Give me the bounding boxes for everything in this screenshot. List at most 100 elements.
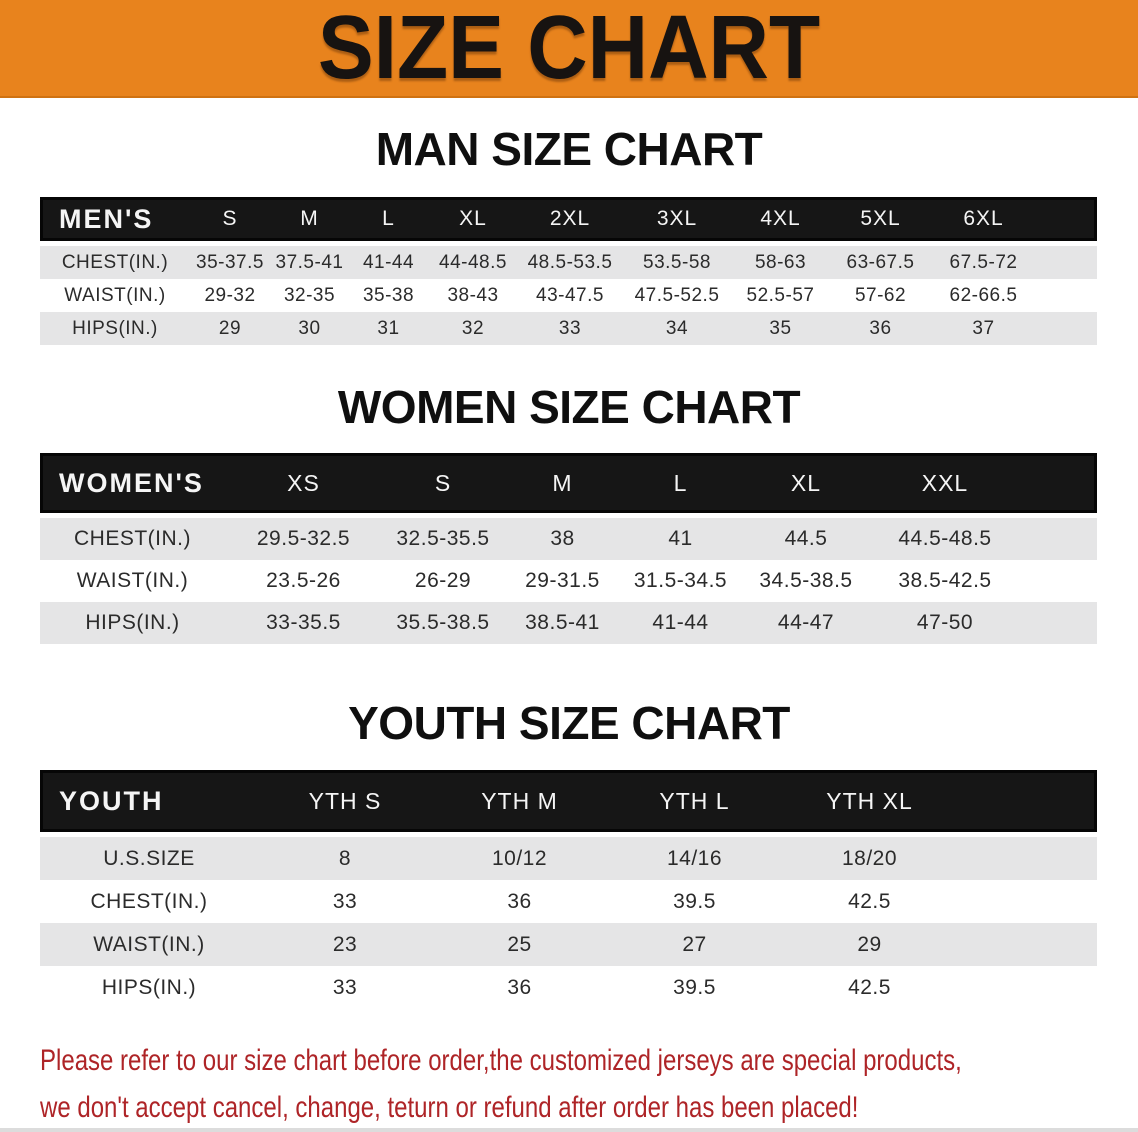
youth-size-col-header: YTH M [432,770,607,832]
size-value-cell: 26-29 [382,560,504,602]
women-size-col-header: XS [225,453,382,513]
size-value-cell: 38.5-41 [504,602,621,644]
women-hips-row: HIPS(IN.) 33-35.5 35.5-38.5 38.5-41 41-4… [40,602,1097,644]
size-value-cell: 36 [432,966,607,1009]
women-size-col-header: L [621,453,740,513]
size-value-cell: 35.5-38.5 [382,602,504,644]
size-value-cell: 36 [829,312,932,345]
size-value-cell: 38 [504,518,621,560]
men-size-col-header: 6XL [932,197,1035,241]
size-value-cell: 32-35 [270,279,349,312]
header-spacer [957,770,1097,832]
size-value-cell: 44-47 [740,602,872,644]
note-line-2: we don't accept cancel, change, teturn o… [40,1091,859,1124]
size-value-cell: 48.5-53.5 [518,246,622,279]
youth-size-col-header: YTH XL [782,770,957,832]
size-value-cell: 30 [270,312,349,345]
size-value-cell: 32 [428,312,518,345]
size-value-cell: 53.5-58 [622,246,732,279]
size-chart-banner: SIZE CHART [0,0,1138,98]
men-header-row: MEN'S S M L XL 2XL 3XL 4XL 5XL 6XL [40,197,1097,241]
size-value-cell: 29-31.5 [504,560,621,602]
size-value-cell: 42.5 [782,966,957,1009]
row-label: WAIST(IN.) [40,560,225,602]
row-spacer [1035,246,1097,279]
youth-ussize-row: U.S.SIZE 8 10/12 14/16 18/20 [40,837,1097,880]
women-section-heading: WOMEN SIZE CHART [337,381,801,433]
size-value-cell: 67.5-72 [932,246,1035,279]
size-value-cell: 39.5 [607,966,782,1009]
size-value-cell: 34 [622,312,732,345]
row-spacer [957,923,1097,966]
size-value-cell: 25 [432,923,607,966]
men-size-col-header: 5XL [829,197,932,241]
women-size-col-header: M [504,453,621,513]
size-value-cell: 33 [518,312,622,345]
size-value-cell: 38.5-42.5 [872,560,1018,602]
size-value-cell: 47.5-52.5 [622,279,732,312]
size-value-cell: 29 [190,312,270,345]
women-group-label: WOMEN'S [40,453,225,513]
size-value-cell: 37 [932,312,1035,345]
size-value-cell: 34.5-38.5 [740,560,872,602]
row-spacer [957,966,1097,1009]
size-value-cell: 23.5-26 [225,560,382,602]
youth-chest-row: CHEST(IN.) 33 36 39.5 42.5 [40,880,1097,923]
size-value-cell: 43-47.5 [518,279,622,312]
note-line-1: Please refer to our size chart before or… [40,1044,962,1077]
man-section-heading: MAN SIZE CHART [375,123,763,175]
men-size-col-header: M [270,197,349,241]
men-chest-row: CHEST(IN.) 35-37.5 37.5-41 41-44 44-48.5… [40,246,1097,279]
row-label: CHEST(IN.) [40,246,190,279]
order-policy-note: Please refer to our size chart before or… [40,1037,1138,1131]
size-value-cell: 35-38 [349,279,428,312]
size-value-cell: 41-44 [349,246,428,279]
women-size-table: WOMEN'S XS S M L XL XXL CHEST(IN.) 29.5-… [40,453,1097,644]
men-size-col-header: 4XL [732,197,829,241]
size-value-cell: 38-43 [428,279,518,312]
size-value-cell: 10/12 [432,837,607,880]
row-label: WAIST(IN.) [40,923,258,966]
men-size-col-header: 3XL [622,197,732,241]
men-size-col-header: S [190,197,270,241]
banner-title: SIZE CHART [317,0,821,98]
women-size-col-header: XXL [872,453,1018,513]
row-spacer [957,880,1097,923]
row-label: CHEST(IN.) [40,880,258,923]
size-value-cell: 39.5 [607,880,782,923]
size-value-cell: 47-50 [872,602,1018,644]
header-gap [40,241,1097,246]
size-value-cell: 36 [432,880,607,923]
size-value-cell: 14/16 [607,837,782,880]
row-label: HIPS(IN.) [40,966,258,1009]
size-value-cell: 44.5 [740,518,872,560]
men-size-col-header: XL [428,197,518,241]
youth-hips-row: HIPS(IN.) 33 36 39.5 42.5 [40,966,1097,1009]
size-value-cell: 33 [258,966,432,1009]
size-value-cell: 32.5-35.5 [382,518,504,560]
size-value-cell: 8 [258,837,432,880]
size-value-cell: 44.5-48.5 [872,518,1018,560]
size-value-cell: 23 [258,923,432,966]
size-value-cell: 41-44 [621,602,740,644]
size-value-cell: 33-35.5 [225,602,382,644]
row-label: WAIST(IN.) [40,279,190,312]
row-label: HIPS(IN.) [40,312,190,345]
size-value-cell: 42.5 [782,880,957,923]
row-spacer [1018,518,1097,560]
size-value-cell: 29 [782,923,957,966]
women-waist-row: WAIST(IN.) 23.5-26 26-29 29-31.5 31.5-34… [40,560,1097,602]
row-label: HIPS(IN.) [40,602,225,644]
row-spacer [1035,312,1097,345]
size-value-cell: 18/20 [782,837,957,880]
header-gap [40,832,1097,837]
row-spacer [957,837,1097,880]
youth-size-col-header: YTH L [607,770,782,832]
youth-waist-row: WAIST(IN.) 23 25 27 29 [40,923,1097,966]
size-value-cell: 52.5-57 [732,279,829,312]
row-spacer [1018,560,1097,602]
youth-section-heading: YOUTH SIZE CHART [348,697,790,749]
size-value-cell: 29.5-32.5 [225,518,382,560]
women-header-row: WOMEN'S XS S M L XL XXL [40,453,1097,513]
women-chest-row: CHEST(IN.) 29.5-32.5 32.5-35.5 38 41 44.… [40,518,1097,560]
